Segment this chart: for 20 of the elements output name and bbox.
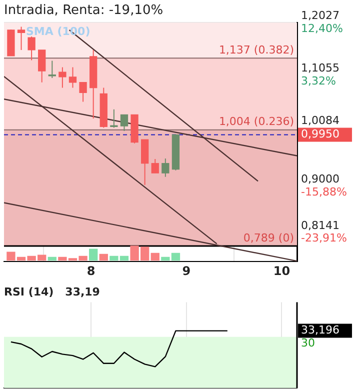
ref-line-label: 0,9950 (301, 128, 340, 141)
y2-tick-label: 12,40% (301, 22, 343, 35)
ref-line-label: 1,004 (0.236) (218, 115, 294, 128)
y2-tick-label: 3,32% (301, 74, 336, 88)
text: 30 (301, 336, 315, 350)
x-tick-label: 8 (86, 264, 96, 278)
chart-title: Intradia, Renta: -19,10% (4, 3, 164, 18)
ref-line-label: 1,137 (0.382) (218, 43, 294, 56)
text: 33,196 (301, 324, 340, 337)
y-tick-label: 1,2027 (301, 8, 340, 22)
y-tick-label: 1,1055 (301, 61, 340, 74)
chart-title: RSI (14) 33,19 (4, 285, 100, 298)
y2-tick-label: -15,88% (301, 185, 347, 198)
y-tick-label: 0,9000 (301, 172, 340, 186)
y-tick-label: 0,8141 (301, 218, 340, 232)
x-tick-label: 10 (273, 264, 290, 278)
ref-line-label: 0,789 (0) (243, 231, 294, 244)
y-tick-label: 1,0084 (301, 114, 340, 127)
x-tick-label: 9 (182, 264, 191, 278)
y2-tick-label: -23,91% (301, 232, 347, 245)
